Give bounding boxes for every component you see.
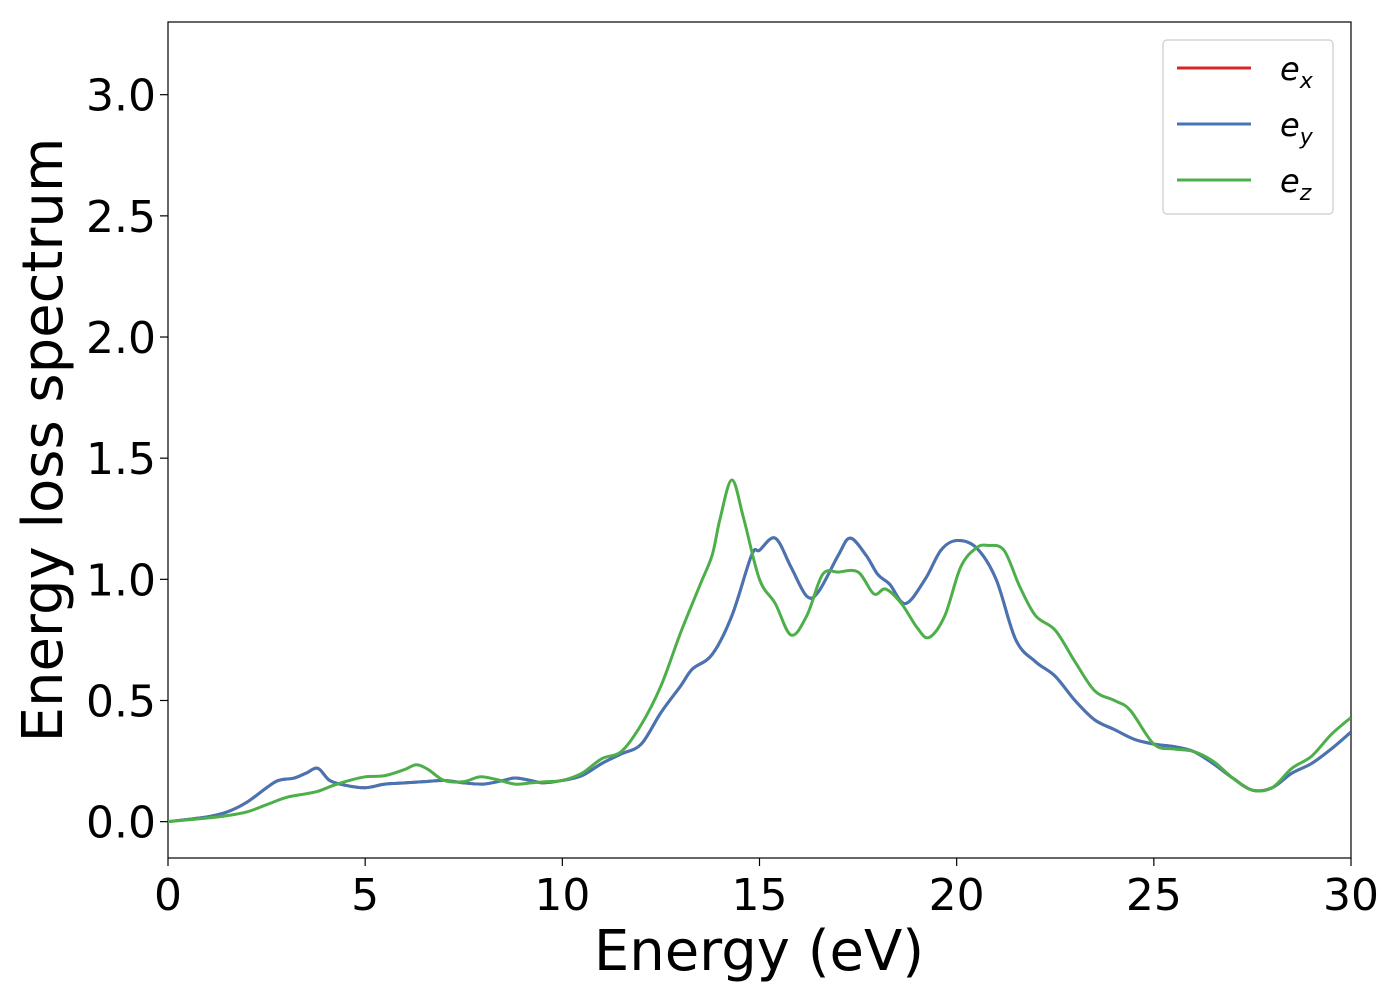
x-tick-label: 5 [351,870,379,921]
legend-box [1162,39,1334,215]
legend: ex ey ez [1162,39,1334,215]
x-tick-label: 20 [929,870,985,921]
y-tick-label: 0.0 [86,798,156,849]
x-tick-label: 25 [1126,870,1182,921]
series-line-ez [168,478,1351,824]
legend-label-ez: ez [1280,162,1312,206]
y-tick-label: 2.5 [86,192,156,243]
y-axis-title: Energy loss spectrum [11,138,76,743]
y-tick-label: 3.0 [86,71,156,122]
legend-label-ex: ex [1280,50,1314,94]
series-group [168,478,1351,824]
y-tick-label: 2.0 [86,313,156,364]
x-axis: 0 5 10 15 20 25 30 [154,858,1379,921]
x-tick-label: 15 [732,870,788,921]
x-tick-label: 30 [1323,870,1379,921]
x-tick-label: 0 [154,870,182,921]
series-line-ey [168,536,1351,824]
y-tick-label: 0.5 [86,676,156,727]
legend-label-ey: ey [1280,106,1314,150]
y-tick-label: 1.5 [86,434,156,485]
x-tick-label: 10 [534,870,590,921]
x-axis-title: Energy (eV) [594,919,924,984]
y-tick-label: 1.0 [86,555,156,606]
y-axis: 0.0 0.5 1.0 1.5 2.0 2.5 3.0 [86,71,168,849]
